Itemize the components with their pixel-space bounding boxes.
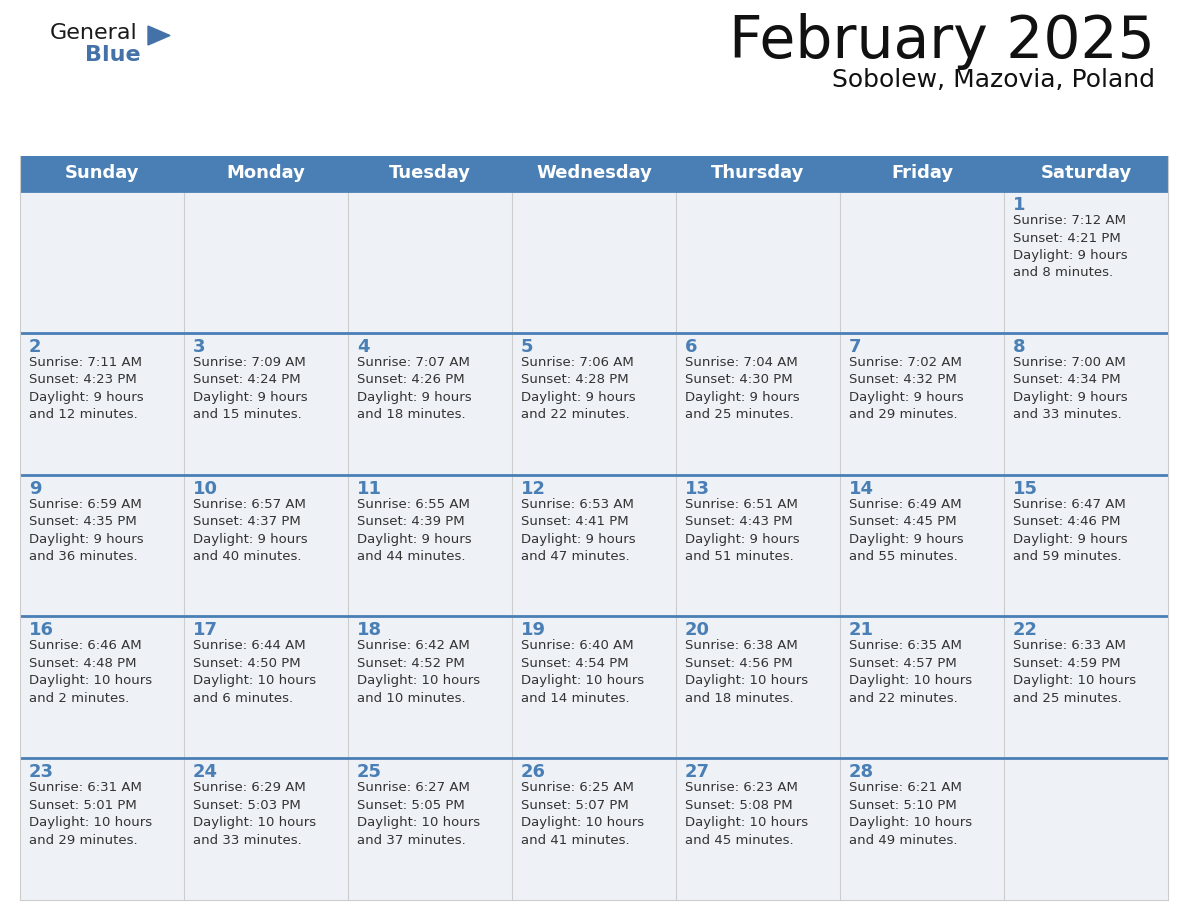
Text: 21: 21 bbox=[849, 621, 874, 640]
Text: Sunrise: 6:25 AM
Sunset: 5:07 PM
Daylight: 10 hours
and 41 minutes.: Sunrise: 6:25 AM Sunset: 5:07 PM Dayligh… bbox=[522, 781, 644, 846]
Text: 4: 4 bbox=[358, 338, 369, 356]
Text: 15: 15 bbox=[1013, 479, 1038, 498]
Text: 1: 1 bbox=[1013, 196, 1025, 214]
Text: 27: 27 bbox=[685, 763, 710, 781]
Text: Sunrise: 6:55 AM
Sunset: 4:39 PM
Daylight: 9 hours
and 44 minutes.: Sunrise: 6:55 AM Sunset: 4:39 PM Dayligh… bbox=[358, 498, 472, 563]
Text: 11: 11 bbox=[358, 479, 383, 498]
Text: Sunrise: 6:49 AM
Sunset: 4:45 PM
Daylight: 9 hours
and 55 minutes.: Sunrise: 6:49 AM Sunset: 4:45 PM Dayligh… bbox=[849, 498, 963, 563]
Text: Sunrise: 6:47 AM
Sunset: 4:46 PM
Daylight: 9 hours
and 59 minutes.: Sunrise: 6:47 AM Sunset: 4:46 PM Dayligh… bbox=[1013, 498, 1127, 563]
Text: 20: 20 bbox=[685, 621, 710, 640]
Text: Sunrise: 6:57 AM
Sunset: 4:37 PM
Daylight: 9 hours
and 40 minutes.: Sunrise: 6:57 AM Sunset: 4:37 PM Dayligh… bbox=[192, 498, 308, 563]
Text: Friday: Friday bbox=[891, 164, 953, 183]
Text: 23: 23 bbox=[29, 763, 53, 781]
Bar bbox=[20, 333, 1168, 475]
Text: Sunrise: 6:23 AM
Sunset: 5:08 PM
Daylight: 10 hours
and 45 minutes.: Sunrise: 6:23 AM Sunset: 5:08 PM Dayligh… bbox=[685, 781, 808, 846]
Text: 13: 13 bbox=[685, 479, 710, 498]
Text: 24: 24 bbox=[192, 763, 219, 781]
Text: Saturday: Saturday bbox=[1041, 164, 1132, 183]
Bar bbox=[20, 475, 1168, 616]
Text: Sunday: Sunday bbox=[65, 164, 139, 183]
Text: 9: 9 bbox=[29, 479, 42, 498]
Text: Sunrise: 6:40 AM
Sunset: 4:54 PM
Daylight: 10 hours
and 14 minutes.: Sunrise: 6:40 AM Sunset: 4:54 PM Dayligh… bbox=[522, 640, 644, 705]
Text: Sunrise: 6:33 AM
Sunset: 4:59 PM
Daylight: 10 hours
and 25 minutes.: Sunrise: 6:33 AM Sunset: 4:59 PM Dayligh… bbox=[1013, 640, 1136, 705]
Text: Wednesday: Wednesday bbox=[536, 164, 652, 183]
Text: Sunrise: 7:09 AM
Sunset: 4:24 PM
Daylight: 9 hours
and 15 minutes.: Sunrise: 7:09 AM Sunset: 4:24 PM Dayligh… bbox=[192, 356, 308, 421]
Text: 17: 17 bbox=[192, 621, 219, 640]
Text: Sunrise: 6:35 AM
Sunset: 4:57 PM
Daylight: 10 hours
and 22 minutes.: Sunrise: 6:35 AM Sunset: 4:57 PM Dayligh… bbox=[849, 640, 972, 705]
Text: February 2025: February 2025 bbox=[729, 13, 1155, 70]
Text: 22: 22 bbox=[1013, 621, 1038, 640]
Text: General: General bbox=[50, 23, 138, 43]
Text: Sunrise: 7:04 AM
Sunset: 4:30 PM
Daylight: 9 hours
and 25 minutes.: Sunrise: 7:04 AM Sunset: 4:30 PM Dayligh… bbox=[685, 356, 800, 421]
Bar bbox=[20, 616, 1168, 758]
Text: Sunrise: 6:27 AM
Sunset: 5:05 PM
Daylight: 10 hours
and 37 minutes.: Sunrise: 6:27 AM Sunset: 5:05 PM Dayligh… bbox=[358, 781, 480, 846]
Text: Monday: Monday bbox=[227, 164, 305, 183]
Bar bbox=[20, 758, 1168, 900]
Text: Sunrise: 6:44 AM
Sunset: 4:50 PM
Daylight: 10 hours
and 6 minutes.: Sunrise: 6:44 AM Sunset: 4:50 PM Dayligh… bbox=[192, 640, 316, 705]
Text: Sunrise: 6:59 AM
Sunset: 4:35 PM
Daylight: 9 hours
and 36 minutes.: Sunrise: 6:59 AM Sunset: 4:35 PM Dayligh… bbox=[29, 498, 144, 563]
Text: 6: 6 bbox=[685, 338, 697, 356]
Text: Sunrise: 6:42 AM
Sunset: 4:52 PM
Daylight: 10 hours
and 10 minutes.: Sunrise: 6:42 AM Sunset: 4:52 PM Dayligh… bbox=[358, 640, 480, 705]
Text: Sunrise: 6:51 AM
Sunset: 4:43 PM
Daylight: 9 hours
and 51 minutes.: Sunrise: 6:51 AM Sunset: 4:43 PM Dayligh… bbox=[685, 498, 800, 563]
Bar bbox=[20, 156, 1168, 191]
Text: Sunrise: 6:29 AM
Sunset: 5:03 PM
Daylight: 10 hours
and 33 minutes.: Sunrise: 6:29 AM Sunset: 5:03 PM Dayligh… bbox=[192, 781, 316, 846]
Text: Sunrise: 7:00 AM
Sunset: 4:34 PM
Daylight: 9 hours
and 33 minutes.: Sunrise: 7:00 AM Sunset: 4:34 PM Dayligh… bbox=[1013, 356, 1127, 421]
Text: 12: 12 bbox=[522, 479, 546, 498]
Text: 26: 26 bbox=[522, 763, 546, 781]
Text: Sunrise: 6:21 AM
Sunset: 5:10 PM
Daylight: 10 hours
and 49 minutes.: Sunrise: 6:21 AM Sunset: 5:10 PM Dayligh… bbox=[849, 781, 972, 846]
Text: Blue: Blue bbox=[86, 45, 140, 65]
Text: 28: 28 bbox=[849, 763, 874, 781]
Text: Sunrise: 6:31 AM
Sunset: 5:01 PM
Daylight: 10 hours
and 29 minutes.: Sunrise: 6:31 AM Sunset: 5:01 PM Dayligh… bbox=[29, 781, 152, 846]
Bar bbox=[20, 191, 1168, 333]
Text: 8: 8 bbox=[1013, 338, 1025, 356]
Text: 2: 2 bbox=[29, 338, 42, 356]
Text: 16: 16 bbox=[29, 621, 53, 640]
Text: Sobolew, Mazovia, Poland: Sobolew, Mazovia, Poland bbox=[832, 68, 1155, 92]
Text: 19: 19 bbox=[522, 621, 546, 640]
Text: 25: 25 bbox=[358, 763, 383, 781]
Text: Sunrise: 6:38 AM
Sunset: 4:56 PM
Daylight: 10 hours
and 18 minutes.: Sunrise: 6:38 AM Sunset: 4:56 PM Dayligh… bbox=[685, 640, 808, 705]
Text: Sunrise: 7:07 AM
Sunset: 4:26 PM
Daylight: 9 hours
and 18 minutes.: Sunrise: 7:07 AM Sunset: 4:26 PM Dayligh… bbox=[358, 356, 472, 421]
Text: 10: 10 bbox=[192, 479, 219, 498]
Text: 14: 14 bbox=[849, 479, 874, 498]
Text: Sunrise: 6:46 AM
Sunset: 4:48 PM
Daylight: 10 hours
and 2 minutes.: Sunrise: 6:46 AM Sunset: 4:48 PM Dayligh… bbox=[29, 640, 152, 705]
Text: Sunrise: 7:11 AM
Sunset: 4:23 PM
Daylight: 9 hours
and 12 minutes.: Sunrise: 7:11 AM Sunset: 4:23 PM Dayligh… bbox=[29, 356, 144, 421]
Text: 3: 3 bbox=[192, 338, 206, 356]
Text: Tuesday: Tuesday bbox=[388, 164, 470, 183]
Text: 18: 18 bbox=[358, 621, 383, 640]
Text: 7: 7 bbox=[849, 338, 861, 356]
Text: Thursday: Thursday bbox=[712, 164, 804, 183]
Text: 5: 5 bbox=[522, 338, 533, 356]
Text: Sunrise: 7:02 AM
Sunset: 4:32 PM
Daylight: 9 hours
and 29 minutes.: Sunrise: 7:02 AM Sunset: 4:32 PM Dayligh… bbox=[849, 356, 963, 421]
Polygon shape bbox=[148, 26, 170, 45]
Text: Sunrise: 7:12 AM
Sunset: 4:21 PM
Daylight: 9 hours
and 8 minutes.: Sunrise: 7:12 AM Sunset: 4:21 PM Dayligh… bbox=[1013, 214, 1127, 279]
Text: Sunrise: 7:06 AM
Sunset: 4:28 PM
Daylight: 9 hours
and 22 minutes.: Sunrise: 7:06 AM Sunset: 4:28 PM Dayligh… bbox=[522, 356, 636, 421]
Text: Sunrise: 6:53 AM
Sunset: 4:41 PM
Daylight: 9 hours
and 47 minutes.: Sunrise: 6:53 AM Sunset: 4:41 PM Dayligh… bbox=[522, 498, 636, 563]
